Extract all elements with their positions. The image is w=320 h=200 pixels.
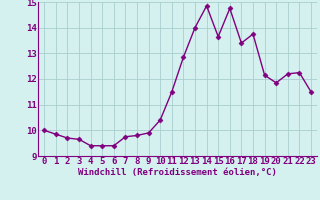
- X-axis label: Windchill (Refroidissement éolien,°C): Windchill (Refroidissement éolien,°C): [78, 168, 277, 177]
